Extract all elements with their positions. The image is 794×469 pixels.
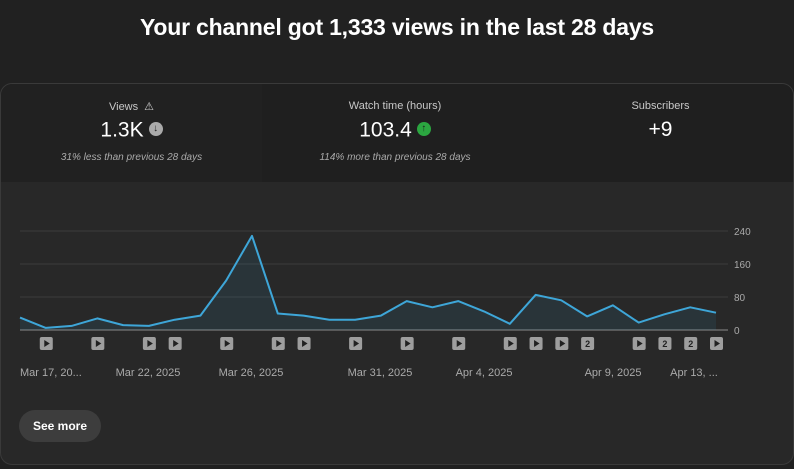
views-comparison: 31% less than previous 28 days — [60, 152, 203, 163]
metric-tabs: Views ⚠ 1.3K ↓ 31% less than previous 28 d… — [1, 84, 793, 182]
x-tick-label: Apr 13, ... — [670, 367, 718, 379]
play-icon — [534, 340, 540, 347]
views-label: Views — [108, 101, 139, 113]
x-tick-label: Apr 9, 2025 — [585, 367, 642, 379]
x-tick-label: Mar 17, 20... — [20, 367, 82, 379]
upload-count-label: 2 — [662, 339, 667, 349]
x-tick-label: Mar 22, 2025 — [116, 367, 181, 379]
page-title: Your channel got 1,333 views in the last… — [139, 14, 655, 40]
upload-count-marker[interactable] — [581, 337, 595, 350]
play-icon — [302, 340, 308, 347]
upload-count-label: 2 — [688, 339, 693, 349]
y-tick-label: 0 — [734, 326, 740, 337]
play-icon — [224, 340, 231, 347]
arrow-down-icon: ↓ — [148, 122, 163, 137]
views-value: 1.3K — [100, 118, 144, 142]
y-tick-label: 240 — [734, 227, 751, 238]
upload-count-label: 2 — [585, 339, 590, 349]
play-icon — [173, 340, 179, 347]
y-tick-label: 160 — [734, 260, 751, 271]
watch-time-label: Watch time (hours) — [348, 100, 442, 112]
play-icon — [44, 340, 50, 347]
play-icon — [637, 340, 643, 347]
upload-count-marker[interactable] — [658, 337, 672, 350]
play-icon — [95, 340, 102, 347]
play-icon — [456, 340, 463, 347]
play-icon — [405, 340, 411, 347]
play-icon — [147, 340, 153, 347]
upload-count-marker[interactable] — [684, 337, 698, 350]
metric-tab-watch-time[interactable]: Watch time (hours) 103.4 ↑ 114% more than… — [262, 84, 529, 182]
see-more-button[interactable]: See more — [19, 410, 101, 442]
y-tick-label: 80 — [734, 293, 746, 304]
play-icon — [508, 340, 514, 347]
warning-icon: ⚠ — [144, 101, 155, 113]
metric-tab-views[interactable]: Views ⚠ 1.3K ↓ 31% less than previous 28 d… — [1, 84, 263, 182]
series-line — [19, 234, 717, 329]
metric-tab-subscribers[interactable]: Subscribers +9 — [528, 84, 793, 182]
analytics-card: Views ⚠ 1.3K ↓ 31% less than previous 28 d… — [0, 83, 794, 465]
subscribers-value: +9 — [648, 118, 673, 141]
watch-time-comparison: 114% more than previous 28 days — [319, 152, 471, 163]
x-tick-label: Mar 26, 2025 — [219, 367, 284, 379]
play-icon — [276, 340, 282, 347]
watch-time-value: 103.4 — [359, 118, 412, 142]
series-area — [20, 235, 716, 330]
subscribers-label: Subscribers — [631, 100, 690, 112]
arrow-up-icon: ↑ — [416, 122, 431, 137]
play-icon — [353, 340, 360, 347]
x-tick-label: Apr 4, 2025 — [456, 367, 513, 379]
x-tick-label: Mar 31, 2025 — [348, 367, 413, 379]
play-icon — [559, 340, 566, 347]
play-icon — [714, 340, 720, 347]
